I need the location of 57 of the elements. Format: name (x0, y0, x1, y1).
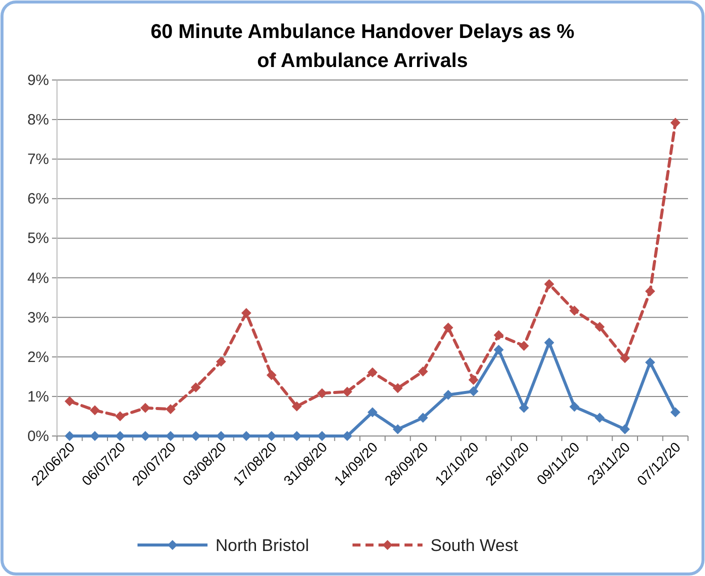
point (645, 286, 656, 296)
point (443, 322, 454, 333)
point (544, 338, 554, 348)
point (544, 279, 554, 290)
point (620, 353, 630, 364)
point (569, 402, 580, 412)
point (468, 386, 478, 396)
legend-label: South West (430, 536, 518, 555)
point (190, 431, 201, 441)
y-tick-label: 7% (27, 151, 49, 168)
point (392, 383, 403, 394)
point (317, 388, 328, 398)
y-tick-label: 1% (27, 388, 49, 406)
point (266, 370, 277, 380)
point (241, 431, 252, 441)
point (494, 344, 504, 355)
point (115, 411, 126, 422)
point (90, 405, 100, 416)
y-tick-label: 6% (27, 190, 49, 208)
point (292, 401, 302, 412)
point (241, 308, 252, 318)
point (216, 356, 226, 367)
point (342, 431, 352, 441)
point (569, 306, 580, 316)
point (392, 424, 403, 434)
point (670, 118, 680, 128)
point (594, 412, 605, 423)
y-tick-label: 8% (27, 112, 49, 129)
point (90, 431, 100, 441)
point (64, 396, 75, 406)
y-tick-label: 0% (27, 428, 49, 445)
point (670, 407, 680, 418)
legend-label: North Bristol (216, 536, 310, 555)
point (443, 390, 454, 400)
point (518, 402, 529, 413)
point (645, 357, 656, 368)
point (342, 386, 352, 397)
point (518, 340, 529, 351)
point (594, 322, 605, 332)
y-tick-label: 4% (27, 270, 49, 287)
point (190, 382, 201, 392)
y-tick-label: 2% (27, 348, 49, 366)
point (140, 431, 150, 441)
point (166, 404, 176, 414)
point (418, 412, 428, 423)
point (418, 366, 428, 377)
y-tick-label: 9% (27, 72, 49, 89)
chart-title: 60 Minute Ambulance Handover Delays as % of Ambulance Arrivals (150, 21, 575, 72)
point (292, 431, 302, 441)
point (494, 330, 504, 340)
y-tick-label: 5% (27, 230, 49, 248)
point (468, 374, 478, 385)
point (620, 424, 630, 434)
y-tick-label: 3% (27, 309, 49, 326)
point (368, 367, 378, 378)
point (368, 407, 378, 418)
point (140, 402, 150, 413)
